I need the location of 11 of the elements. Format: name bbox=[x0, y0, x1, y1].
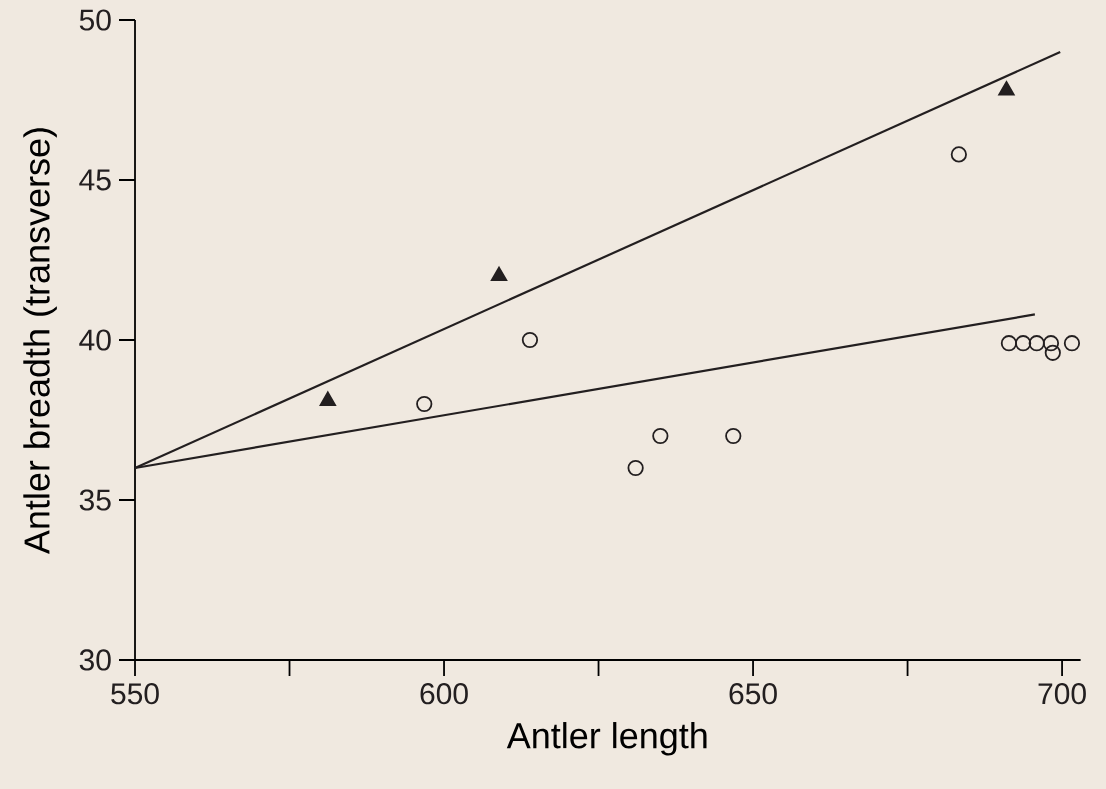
y-tick-label: 50 bbox=[79, 9, 111, 31]
y-tick-label: 45 bbox=[79, 169, 111, 191]
y-axis-title: Antler breadth (transverse) bbox=[23, 128, 57, 555]
x-tick-label: 650 bbox=[729, 683, 777, 705]
x-tick-label: 550 bbox=[111, 683, 159, 705]
y-tick-label: 40 bbox=[79, 329, 111, 351]
x-tick-label: 700 bbox=[1038, 683, 1086, 705]
x-axis-title: Antler length bbox=[506, 722, 707, 756]
y-tick-label: 35 bbox=[79, 489, 111, 511]
y-tick-label: 30 bbox=[79, 649, 111, 671]
x-tick-label: 600 bbox=[420, 683, 468, 705]
